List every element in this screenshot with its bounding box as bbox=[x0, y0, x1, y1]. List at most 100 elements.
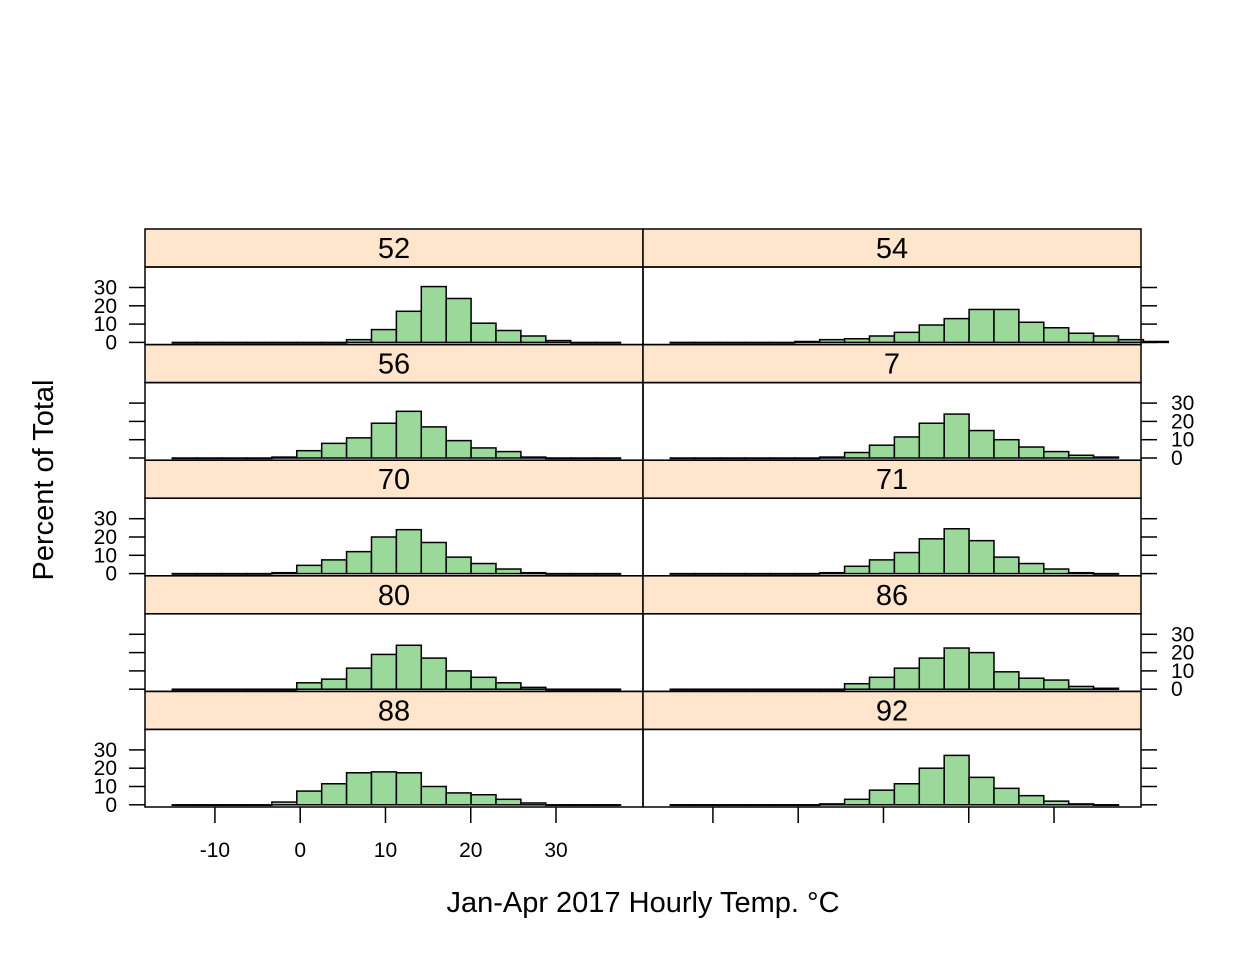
y-tick-label-70-3: 30 bbox=[94, 508, 117, 531]
bar-86-2 bbox=[719, 688, 746, 691]
bar-92-6 bbox=[818, 803, 846, 806]
bar-71-8 bbox=[868, 559, 896, 575]
panels-layer: 88 92 80 86 70 71 56 7 52 54 bbox=[144, 228, 1170, 808]
bar-71-9 bbox=[893, 551, 921, 575]
bar-70-14 bbox=[520, 571, 547, 575]
panel-71: 71 bbox=[642, 459, 1142, 577]
bar-71-11 bbox=[943, 528, 970, 575]
y-tick-label-86-1: 10 bbox=[1171, 660, 1194, 683]
bar-71-13 bbox=[993, 556, 1020, 575]
strip-label-52: 52 bbox=[378, 233, 410, 265]
bar-92-17 bbox=[1092, 804, 1120, 807]
bar-52-11 bbox=[445, 297, 472, 344]
bar-86-5 bbox=[794, 688, 821, 691]
bar-54-18 bbox=[1117, 338, 1145, 344]
bar-54-16 bbox=[1067, 332, 1095, 344]
y-tick-label-70-0: 0 bbox=[105, 563, 117, 586]
strip-label-71: 71 bbox=[876, 464, 908, 496]
bar-92-3 bbox=[744, 804, 771, 807]
bar-70-12 bbox=[470, 562, 497, 575]
bar-70-9 bbox=[395, 528, 423, 575]
bar-71-15 bbox=[1043, 568, 1070, 575]
bar-88-14 bbox=[520, 802, 547, 806]
bar-70-0 bbox=[171, 572, 198, 575]
bar-56-9 bbox=[395, 410, 423, 459]
x-tick-label-1: 0 bbox=[294, 839, 306, 862]
bar-80-3 bbox=[246, 688, 273, 691]
bar-52-7 bbox=[345, 338, 373, 344]
bar-52-14 bbox=[520, 335, 547, 344]
bar-86-11 bbox=[943, 647, 970, 690]
bar-54-0 bbox=[669, 341, 696, 344]
bar-52-1 bbox=[196, 341, 223, 344]
bar-7-11 bbox=[943, 413, 970, 459]
bar-52-13 bbox=[495, 329, 522, 344]
bar-92-5 bbox=[794, 804, 821, 807]
bar-86-8 bbox=[868, 676, 896, 690]
bar-92-16 bbox=[1067, 803, 1095, 806]
panel-92: 92 bbox=[642, 690, 1142, 808]
strip-80 bbox=[144, 575, 644, 615]
bar-7-7 bbox=[843, 451, 871, 459]
bar-54-17 bbox=[1092, 335, 1120, 344]
bar-71-0 bbox=[669, 572, 696, 575]
y-tick-label-88-0: 0 bbox=[105, 794, 117, 817]
bar-80-17 bbox=[594, 688, 622, 691]
bar-56-7 bbox=[345, 437, 373, 459]
bar-56-0 bbox=[171, 457, 198, 460]
bar-52-6 bbox=[320, 341, 348, 344]
bar-71-5 bbox=[794, 572, 821, 575]
bar-7-9 bbox=[893, 436, 921, 459]
strip-88 bbox=[144, 690, 644, 731]
bar-88-1 bbox=[196, 804, 223, 807]
y-tick-label-7-3: 30 bbox=[1171, 392, 1194, 415]
bar-80-4 bbox=[271, 688, 298, 691]
bar-92-11 bbox=[943, 754, 970, 806]
bar-71-2 bbox=[719, 572, 746, 575]
panel-70: 70 bbox=[144, 459, 644, 577]
bar-56-10 bbox=[420, 426, 447, 459]
bar-88-16 bbox=[569, 804, 597, 807]
y-tick-label-7-1: 10 bbox=[1171, 429, 1194, 452]
bar-80-12 bbox=[470, 676, 497, 690]
bar-70-16 bbox=[569, 572, 597, 575]
bar-80-14 bbox=[520, 686, 547, 690]
bar-52-8 bbox=[370, 328, 398, 344]
bar-71-3 bbox=[744, 572, 771, 575]
x-tick-label-2: 10 bbox=[374, 839, 397, 862]
bar-86-14 bbox=[1018, 677, 1045, 690]
y-tick-label-88-2: 20 bbox=[94, 757, 117, 780]
bar-88-11 bbox=[445, 792, 472, 806]
bar-56-6 bbox=[320, 442, 348, 459]
bar-52-0 bbox=[171, 341, 198, 344]
strip-54 bbox=[642, 228, 1142, 268]
bar-88-10 bbox=[420, 785, 447, 806]
bar-88-3 bbox=[246, 804, 273, 807]
bar-52-3 bbox=[246, 341, 273, 344]
bar-54-1 bbox=[694, 341, 721, 344]
bar-92-10 bbox=[918, 767, 945, 806]
bar-56-8 bbox=[370, 422, 398, 459]
bar-70-2 bbox=[221, 572, 248, 575]
bar-88-17 bbox=[594, 804, 622, 807]
bar-88-2 bbox=[221, 804, 248, 807]
bar-86-12 bbox=[968, 651, 995, 690]
bar-80-11 bbox=[445, 670, 472, 690]
bar-86-15 bbox=[1043, 679, 1070, 690]
bar-54-7 bbox=[843, 337, 871, 344]
bar-88-4 bbox=[271, 801, 298, 806]
bar-80-15 bbox=[545, 688, 572, 691]
strip-86 bbox=[642, 575, 1142, 615]
bar-86-3 bbox=[744, 688, 771, 691]
y-tick-label-88-1: 10 bbox=[94, 776, 117, 799]
bar-7-0 bbox=[669, 457, 696, 460]
strip-label-7: 7 bbox=[884, 349, 900, 381]
y-tick-label-7-2: 20 bbox=[1171, 410, 1194, 433]
bar-54-2 bbox=[719, 341, 746, 344]
y-axis-title: Percent of Total bbox=[28, 380, 60, 581]
bar-56-14 bbox=[520, 456, 547, 459]
bar-86-13 bbox=[993, 671, 1020, 690]
strip-92 bbox=[642, 690, 1142, 731]
bar-7-6 bbox=[818, 456, 846, 459]
